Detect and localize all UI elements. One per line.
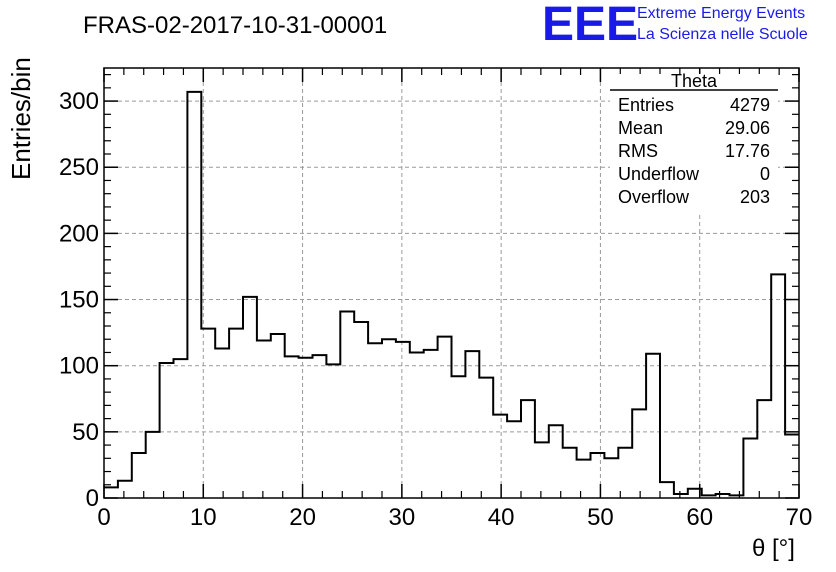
- chart-title: FRAS-02-2017-10-31-00001: [83, 12, 387, 39]
- logo-line2: La Scienza nelle Scuole: [637, 26, 808, 43]
- x-tick-label: 40: [488, 504, 515, 531]
- grid-lines: [104, 68, 799, 498]
- x-tick-label: 0: [97, 504, 110, 531]
- stats-row-label: Overflow: [618, 187, 690, 207]
- stats-row-label: Mean: [618, 118, 663, 138]
- stats-row-value: 17.76: [725, 141, 770, 161]
- stats-box-bg: [610, 74, 778, 214]
- logo-mark: EEE: [542, 0, 638, 51]
- y-tick-label: 50: [72, 419, 99, 446]
- y-tick-label: 300: [59, 88, 99, 115]
- stats-row-label: Underflow: [618, 164, 700, 184]
- stats-box-title: Theta: [671, 71, 718, 91]
- x-tick-label: 30: [389, 504, 416, 531]
- x-tick-labels: 0 10 20 30 40 50 60 70: [97, 504, 812, 531]
- histogram-line: [104, 90, 799, 497]
- x-axis-label: θ [°]: [752, 535, 795, 562]
- y-tick-label: 100: [59, 353, 99, 380]
- y-tick-label: 200: [59, 220, 99, 247]
- x-tick-label: 60: [686, 504, 713, 531]
- stats-row-label: RMS: [618, 141, 658, 161]
- logo-line1: Extreme Energy Events: [637, 5, 805, 22]
- eee-logo: EEE Extreme Energy Events La Scienza nel…: [542, 0, 808, 51]
- stats-row-value: 4279: [730, 95, 770, 115]
- y-axis-label: Entries/bin: [6, 57, 36, 180]
- x-tick-label: 50: [587, 504, 614, 531]
- x-tick-label: 70: [786, 504, 813, 531]
- y-tick-labels: 0 50 100 150 200 250 300: [59, 88, 99, 512]
- x-tick-label: 20: [289, 504, 316, 531]
- y-tick-label: 0: [86, 485, 99, 512]
- x-tick-label: 10: [190, 504, 217, 531]
- y-tick-label: 250: [59, 154, 99, 181]
- stats-row-value: 203: [740, 187, 770, 207]
- stats-row-label: Entries: [618, 95, 674, 115]
- y-tick-label: 150: [59, 287, 99, 314]
- plot-frame: [103, 67, 800, 499]
- stats-box: Theta Entries 4279 Mean 29.06 RMS 17.76 Underf…: [610, 71, 778, 214]
- stats-row-value: 29.06: [725, 118, 770, 138]
- stats-row-value: 0: [760, 164, 770, 184]
